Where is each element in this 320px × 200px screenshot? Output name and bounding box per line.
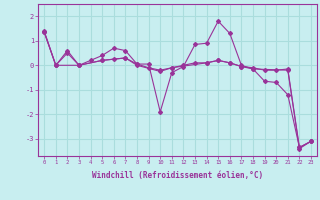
X-axis label: Windchill (Refroidissement éolien,°C): Windchill (Refroidissement éolien,°C) [92, 171, 263, 180]
